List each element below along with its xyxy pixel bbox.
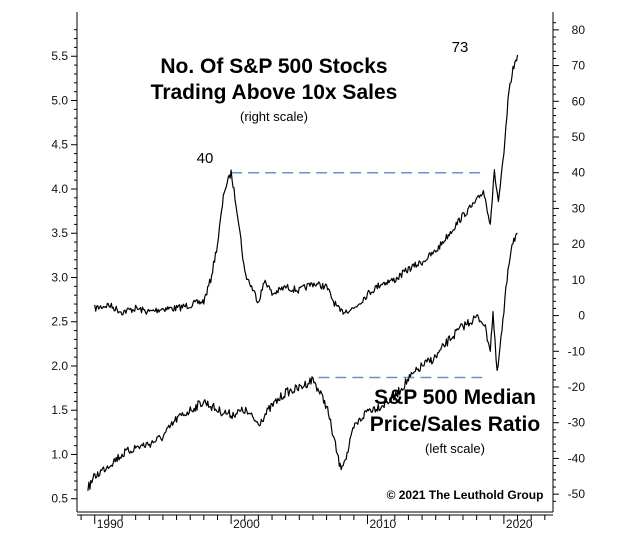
right-tick-label: -30 (568, 416, 586, 430)
right-tick-label: 20 (572, 237, 586, 251)
x-tick-label: 2000 (233, 517, 260, 531)
right-tick-label: 0 (578, 309, 585, 323)
right-tick-label: 50 (572, 130, 586, 144)
left-tick-label: 2.0 (51, 359, 68, 373)
copyright-text: © 2021 The Leuthold Group (387, 488, 544, 502)
left-tick-label: 3.0 (51, 270, 68, 284)
right-axis: -50 -40 -30 -20 -10 0 10 20 30 40 50 60 70 80 (553, 22, 586, 502)
chart-title-line-2: Trading Above 10x Sales (151, 81, 398, 104)
series-layer (87, 54, 519, 491)
right-tick-label: 60 (572, 94, 586, 108)
series-label-line-1: S&P 500 Median (374, 386, 536, 409)
left-tick-label: 4.5 (51, 138, 68, 152)
series-label-note: (left scale) (425, 441, 485, 456)
right-tick-label: -20 (568, 380, 586, 394)
right-tick-label: 40 (572, 166, 586, 180)
left-tick-label: 2.5 (51, 315, 68, 329)
left-tick-label: 0.5 (51, 492, 68, 506)
reference-lines (231, 171, 486, 379)
left-tick-label: 3.5 (51, 226, 68, 240)
series-line-count (94, 54, 519, 316)
left-tick-label: 1.0 (51, 447, 68, 461)
x-tick-label: 2010 (370, 517, 397, 531)
x-axis: 1990 2000 2010 2020 (80, 515, 546, 531)
plot-frame (76, 12, 554, 516)
right-tick-label: -40 (568, 451, 586, 465)
chart-title-line-1: No. Of S&P 500 Stocks (160, 55, 387, 78)
left-tick-label: 5.5 (51, 49, 68, 63)
x-tick-label: 1990 (97, 517, 124, 531)
peak-2000-label: 40 (197, 150, 214, 167)
right-tick-label: 70 (572, 59, 586, 73)
right-tick-label: -50 (568, 487, 586, 501)
right-tick-label: 30 (572, 201, 586, 215)
left-tick-label: 1.5 (51, 403, 68, 417)
left-tick-label: 5.0 (51, 93, 68, 107)
peak-2020-label: 73 (452, 39, 469, 56)
right-tick-label: 80 (572, 23, 586, 37)
left-axis: 0.5 1.0 1.5 2.0 2.5 3.0 3.5 4.0 4.5 5.0 5.5 (51, 29, 77, 506)
right-tick-label: -10 (568, 344, 586, 358)
chart-title-note: (right scale) (240, 109, 308, 124)
series-line-ratio (87, 232, 518, 491)
series-label-line-2: Price/Sales Ratio (370, 413, 540, 436)
x-tick-label: 2020 (506, 517, 533, 531)
left-tick-label: 4.0 (51, 182, 68, 196)
right-tick-label: 10 (572, 273, 586, 287)
